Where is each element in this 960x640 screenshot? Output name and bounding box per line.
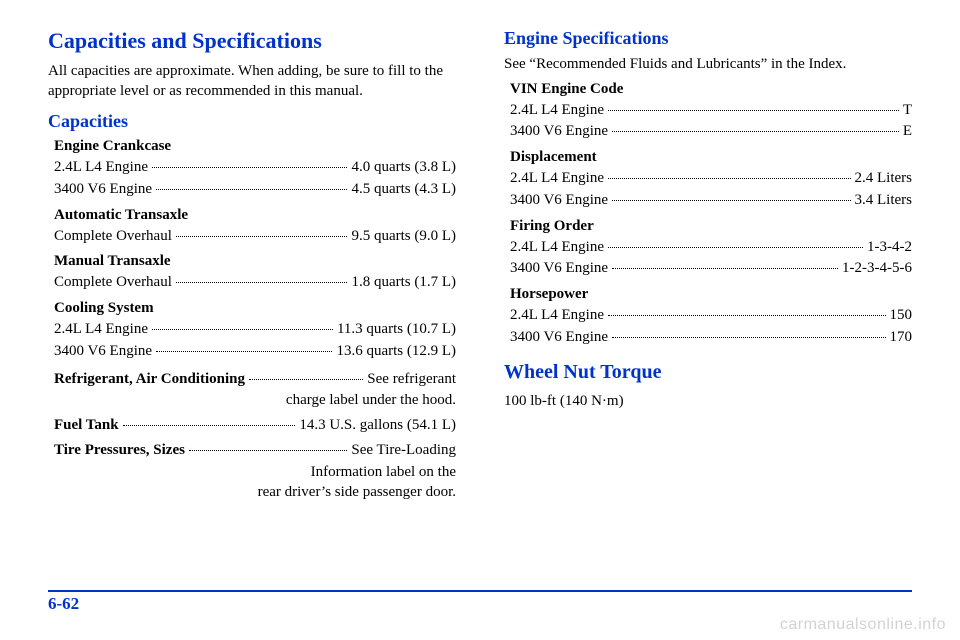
spec-label: 2.4L L4 Engine: [510, 237, 604, 259]
spec-row: 2.4L L4 Engine 150: [504, 305, 912, 327]
spec-value: See refrigerant: [367, 369, 456, 391]
engine-spec-intro: See “Recommended Fluids and Lubricants” …: [504, 55, 912, 75]
spec-row: 2.4L L4 Engine T: [504, 100, 912, 122]
spec-value: 13.6 quarts (12.9 L): [336, 341, 456, 363]
dot-leader: [152, 167, 347, 168]
spec-value: 1-2-3-4-5-6: [842, 258, 912, 280]
spec-label: 2.4L L4 Engine: [54, 157, 148, 179]
spec-value: 3.4 Liters: [855, 190, 913, 212]
spec-value-cont: rear driver’s side passenger door.: [48, 482, 456, 502]
spec-row: 3400 V6 Engine 170: [504, 327, 912, 349]
category-label: Tire Pressures, Sizes: [54, 440, 185, 462]
spec-label: Complete Overhaul: [54, 272, 172, 294]
left-column: Capacities and Specifications All capaci…: [48, 28, 456, 503]
dot-leader: [249, 379, 363, 380]
dot-leader: [189, 450, 347, 451]
dot-leader: [608, 178, 850, 179]
spec-row: 2.4L L4 Engine 11.3 quarts (10.7 L): [48, 319, 456, 341]
capacities-heading: Capacities: [48, 111, 456, 132]
spec-row: 3400 V6 Engine 13.6 quarts (12.9 L): [48, 341, 456, 363]
spec-value: 1.8 quarts (1.7 L): [351, 272, 456, 294]
spec-value: E: [903, 121, 912, 143]
spec-value: 14.3 U.S. gallons (54.1 L): [299, 415, 456, 437]
spec-label: 3400 V6 Engine: [510, 121, 608, 143]
spec-label: Complete Overhaul: [54, 226, 172, 248]
spec-row: Tire Pressures, Sizes See Tire-Loading: [48, 440, 456, 462]
dot-leader: [123, 425, 296, 426]
category-label: Displacement: [504, 149, 912, 166]
wheel-nut-heading: Wheel Nut Torque: [504, 361, 912, 384]
spec-row: 2.4L L4 Engine 4.0 quarts (3.8 L): [48, 157, 456, 179]
right-column: Engine Specifications See “Recommended F…: [504, 28, 912, 503]
spec-row: 3400 V6 Engine 4.5 quarts (4.3 L): [48, 179, 456, 201]
spec-row: 3400 V6 Engine E: [504, 121, 912, 143]
spec-label: 2.4L L4 Engine: [510, 168, 604, 190]
spec-value: 2.4 Liters: [855, 168, 913, 190]
spec-label: 3400 V6 Engine: [54, 179, 152, 201]
page-number: 6-62: [48, 594, 79, 613]
category-label: Manual Transaxle: [48, 253, 456, 270]
spec-label: 3400 V6 Engine: [510, 258, 608, 280]
spec-value-cont: Information label on the: [48, 462, 456, 482]
category-label: Engine Crankcase: [48, 138, 456, 155]
footer-rule: [48, 590, 912, 592]
spec-row: Fuel Tank 14.3 U.S. gallons (54.1 L): [48, 415, 456, 437]
category-label: Automatic Transaxle: [48, 207, 456, 224]
dot-leader: [612, 268, 838, 269]
category-label: Refrigerant, Air Conditioning: [54, 369, 245, 391]
dot-leader: [612, 200, 850, 201]
spec-label: 2.4L L4 Engine: [510, 305, 604, 327]
wheel-nut-value: 100 lb-ft (140 N·m): [504, 392, 912, 412]
dot-leader: [608, 315, 885, 316]
dot-leader: [608, 247, 863, 248]
category-label: Horsepower: [504, 286, 912, 303]
spec-value: 4.0 quarts (3.8 L): [351, 157, 456, 179]
spec-label: 3400 V6 Engine: [54, 341, 152, 363]
spec-value: 170: [890, 327, 913, 349]
spec-label: 2.4L L4 Engine: [510, 100, 604, 122]
spec-value-cont: charge label under the hood.: [48, 390, 456, 410]
dot-leader: [156, 351, 332, 352]
spec-row: Complete Overhaul 9.5 quarts (9.0 L): [48, 226, 456, 248]
spec-value: 11.3 quarts (10.7 L): [337, 319, 456, 341]
dot-leader: [152, 329, 333, 330]
spec-value: 150: [890, 305, 913, 327]
spec-row: 3400 V6 Engine 3.4 Liters: [504, 190, 912, 212]
watermark-text: carmanualsonline.info: [780, 616, 946, 634]
category-label: Cooling System: [48, 300, 456, 317]
engine-spec-heading: Engine Specifications: [504, 28, 912, 49]
dot-leader: [608, 110, 899, 111]
dot-leader: [176, 236, 348, 237]
dot-leader: [176, 282, 348, 283]
spec-value: 4.5 quarts (4.3 L): [351, 179, 456, 201]
spec-value: 9.5 quarts (9.0 L): [351, 226, 456, 248]
category-label: Firing Order: [504, 218, 912, 235]
intro-text: All capacities are approximate. When add…: [48, 62, 456, 101]
dot-leader: [156, 189, 347, 190]
spec-row: Complete Overhaul 1.8 quarts (1.7 L): [48, 272, 456, 294]
category-label: VIN Engine Code: [504, 81, 912, 98]
dot-leader: [612, 337, 885, 338]
spec-label: 3400 V6 Engine: [510, 190, 608, 212]
page-footer: 6-62: [48, 590, 912, 614]
spec-row: 2.4L L4 Engine 1-3-4-2: [504, 237, 912, 259]
spec-value: T: [903, 100, 912, 122]
spec-label: 3400 V6 Engine: [510, 327, 608, 349]
main-title: Capacities and Specifications: [48, 28, 456, 54]
spec-row: 2.4L L4 Engine 2.4 Liters: [504, 168, 912, 190]
spec-value: See Tire-Loading: [351, 440, 456, 462]
spec-row: Refrigerant, Air Conditioning See refrig…: [48, 369, 456, 391]
spec-label: 2.4L L4 Engine: [54, 319, 148, 341]
dot-leader: [612, 131, 899, 132]
spec-value: 1-3-4-2: [867, 237, 912, 259]
category-label: Fuel Tank: [54, 415, 119, 437]
spec-row: 3400 V6 Engine 1-2-3-4-5-6: [504, 258, 912, 280]
